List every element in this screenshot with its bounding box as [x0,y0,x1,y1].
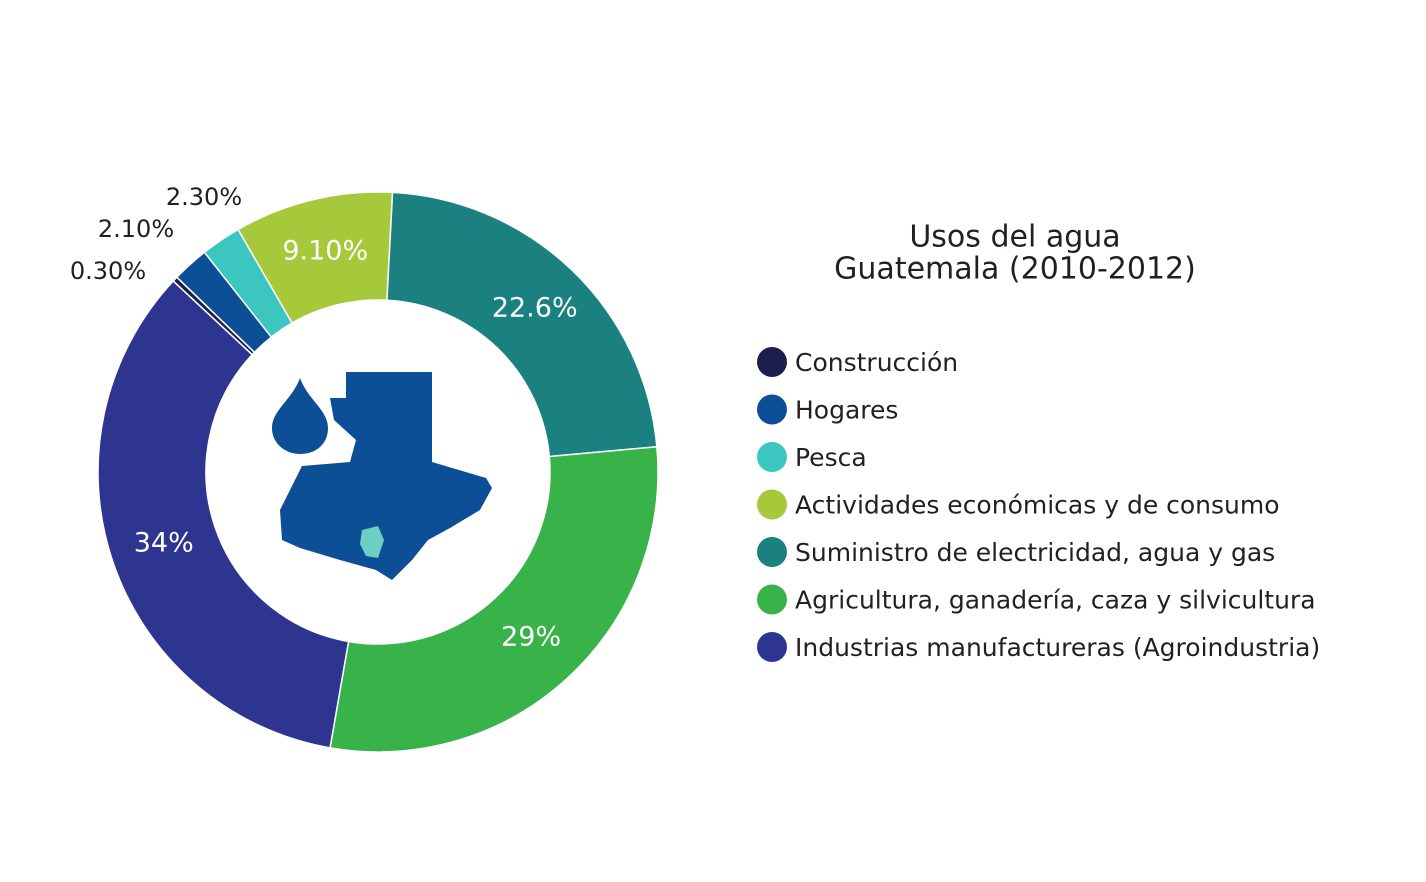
donut-slice [329,445,659,753]
legend-swatch [757,442,787,472]
donut-slice [386,191,658,458]
drop-icon [272,378,328,454]
data-label: 9.10% [282,236,368,267]
data-label: 22.6% [492,293,578,324]
legend-swatch [757,537,787,567]
legend-swatch [757,347,787,377]
data-label: 2.10% [98,215,174,243]
legend-swatch [757,394,787,425]
data-label: 34% [134,527,194,558]
legend-swatch [757,489,787,520]
chart-subtitle: Guatemala (2010-2012) [834,252,1196,287]
center-map [272,372,492,580]
legend-label: Construcción [795,348,958,377]
legend-swatch [757,632,787,662]
legend-label: Hogares [795,396,898,425]
donut-slice [97,279,350,749]
legend-label: Suministro de electricidad, agua y gas [795,538,1275,567]
legend-swatch [757,584,787,615]
data-label: 0.30% [70,257,146,285]
data-label: 2.30% [166,183,242,211]
data-label: 29% [501,622,561,653]
legend-label: Agricultura, ganadería, caza y silvicult… [795,586,1316,615]
legend-label: Pesca [795,443,867,472]
legend-label: Industrias manufactureras (Agroindustria… [795,633,1320,662]
map-highlight [360,526,384,558]
legend-label: Actividades económicas y de consumo [795,491,1280,520]
map-shape [280,372,492,580]
chart-title: Usos del agua [909,220,1120,255]
